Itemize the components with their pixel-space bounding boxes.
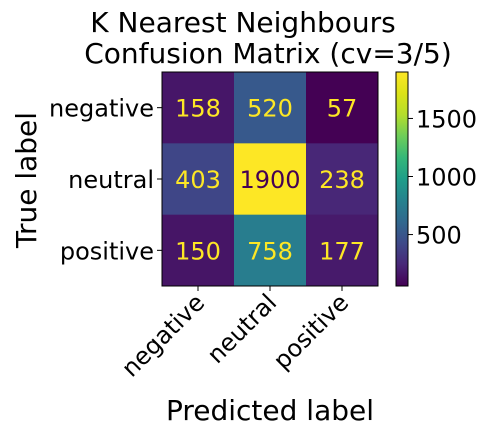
colorbar-tick-label: 1000: [416, 164, 477, 192]
cell-value-label: 238: [319, 166, 365, 194]
heatmap-cell: [162, 72, 235, 144]
colorbar: [395, 71, 409, 287]
cell-value-label: 57: [327, 95, 358, 123]
colorbar-tick-label: 1500: [416, 105, 477, 133]
y-tick-label: positive: [60, 237, 154, 265]
heatmap-cell: [234, 72, 307, 144]
y-axis-ticks: negative neutral positive: [49, 95, 162, 265]
y-axis-label: True label: [10, 112, 43, 249]
y-tick-label: negative: [49, 95, 154, 123]
cell-value-label: 158: [175, 95, 221, 123]
x-tick-label: positive: [268, 288, 354, 374]
colorbar-tick-label: 500: [416, 222, 462, 250]
heatmap-cells: [162, 72, 379, 287]
cell-value-label: 150: [175, 237, 221, 265]
cell-value-label: 403: [175, 166, 221, 194]
heatmap-cell: [306, 214, 379, 287]
x-tick-label: negative: [116, 288, 210, 382]
chart-title-line1: K Nearest Neighbours: [90, 6, 395, 39]
y-tick-label: neutral: [68, 166, 154, 194]
chart-title-line2: Confusion Matrix (cv=3/5): [84, 37, 452, 70]
heatmap-cell: [234, 143, 307, 216]
colorbar-ticks: 500 1000 1500: [408, 105, 477, 250]
cell-value-label: 177: [319, 237, 365, 265]
heatmap-cell: [306, 143, 379, 216]
cell-value-label: 758: [247, 237, 293, 265]
cell-value-label: 1900: [239, 166, 300, 194]
heatmap-cell: [162, 143, 235, 216]
heatmap-cell: [162, 214, 235, 287]
heatmap-cell: [306, 72, 379, 144]
heatmap-cell-labels: 158 520 57 403 1900 238 150 758 177: [175, 95, 365, 266]
cell-value-label: 520: [247, 95, 293, 123]
heatmap-cell: [234, 214, 307, 287]
x-axis-label: Predicted label: [166, 394, 374, 427]
